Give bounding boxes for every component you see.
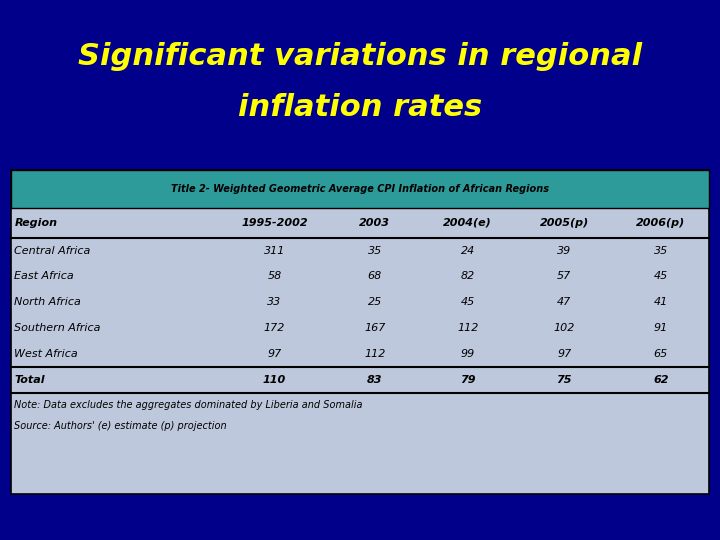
Text: 311: 311 — [264, 246, 285, 255]
Text: 172: 172 — [264, 323, 285, 333]
Text: 83: 83 — [367, 375, 382, 385]
Text: 25: 25 — [368, 298, 382, 307]
Text: 45: 45 — [654, 272, 668, 281]
Text: 82: 82 — [461, 272, 475, 281]
Text: Total: Total — [14, 375, 45, 385]
Text: 58: 58 — [267, 272, 282, 281]
Text: 57: 57 — [557, 272, 572, 281]
Text: 91: 91 — [654, 323, 668, 333]
Text: 112: 112 — [364, 349, 385, 359]
Text: East Africa: East Africa — [14, 272, 74, 281]
Text: Significant variations in regional: Significant variations in regional — [78, 42, 642, 71]
Text: 112: 112 — [457, 323, 478, 333]
Text: Region: Region — [14, 218, 58, 228]
Text: 110: 110 — [263, 375, 286, 385]
Text: 35: 35 — [368, 246, 382, 255]
Text: 33: 33 — [267, 298, 282, 307]
Text: 2003: 2003 — [359, 218, 390, 228]
Text: Southern Africa: Southern Africa — [14, 323, 101, 333]
Text: 97: 97 — [267, 349, 282, 359]
Text: 99: 99 — [461, 349, 475, 359]
Text: North Africa: North Africa — [14, 298, 81, 307]
Text: 79: 79 — [460, 375, 475, 385]
Text: Source: Authors' (e) estimate (p) projection: Source: Authors' (e) estimate (p) projec… — [14, 421, 227, 431]
Text: 41: 41 — [654, 298, 668, 307]
Text: 2006(p): 2006(p) — [636, 218, 685, 228]
Text: 1995-2002: 1995-2002 — [241, 218, 308, 228]
Text: inflation rates: inflation rates — [238, 93, 482, 123]
Text: 68: 68 — [368, 272, 382, 281]
Text: 39: 39 — [557, 246, 572, 255]
Text: 2004(e): 2004(e) — [444, 218, 492, 228]
Text: 167: 167 — [364, 323, 385, 333]
Text: 75: 75 — [557, 375, 572, 385]
Text: 45: 45 — [461, 298, 475, 307]
Text: Central Africa: Central Africa — [14, 246, 91, 255]
Text: 65: 65 — [654, 349, 668, 359]
Text: 62: 62 — [653, 375, 669, 385]
Text: West Africa: West Africa — [14, 349, 78, 359]
Text: 24: 24 — [461, 246, 475, 255]
Text: Note: Data excludes the aggregates dominated by Liberia and Somalia: Note: Data excludes the aggregates domin… — [14, 401, 363, 410]
Text: 102: 102 — [554, 323, 575, 333]
Text: 2005(p): 2005(p) — [540, 218, 589, 228]
Text: 97: 97 — [557, 349, 572, 359]
Text: 35: 35 — [654, 246, 668, 255]
Text: Title 2- Weighted Geometric Average CPI Inflation of African Regions: Title 2- Weighted Geometric Average CPI … — [171, 184, 549, 194]
Text: 47: 47 — [557, 298, 572, 307]
